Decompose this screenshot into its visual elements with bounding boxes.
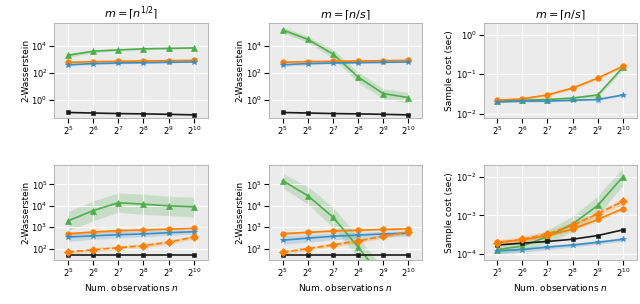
Y-axis label: Sample cost (sec): Sample cost (sec) [445, 172, 454, 253]
Y-axis label: 2-Wasserstein: 2-Wasserstein [236, 39, 244, 102]
X-axis label: Num. observations $n$: Num. observations $n$ [298, 282, 393, 293]
Y-axis label: 2-Wasserstein: 2-Wasserstein [21, 39, 30, 102]
X-axis label: Num. observations $n$: Num. observations $n$ [513, 282, 607, 293]
Y-axis label: Sample cost (sec): Sample cost (sec) [445, 30, 454, 111]
Title: $m = \lceil n/s \rceil$: $m = \lceil n/s \rceil$ [320, 9, 371, 22]
Y-axis label: 2-Wasserstein: 2-Wasserstein [21, 181, 30, 244]
Title: $m = \lceil n/s \rceil$: $m = \lceil n/s \rceil$ [535, 9, 586, 22]
Title: $m = \lceil n^{1/2} \rceil$: $m = \lceil n^{1/2} \rceil$ [104, 5, 158, 23]
Y-axis label: 2-Wasserstein: 2-Wasserstein [236, 181, 244, 244]
X-axis label: Num. observations $n$: Num. observations $n$ [84, 282, 179, 293]
